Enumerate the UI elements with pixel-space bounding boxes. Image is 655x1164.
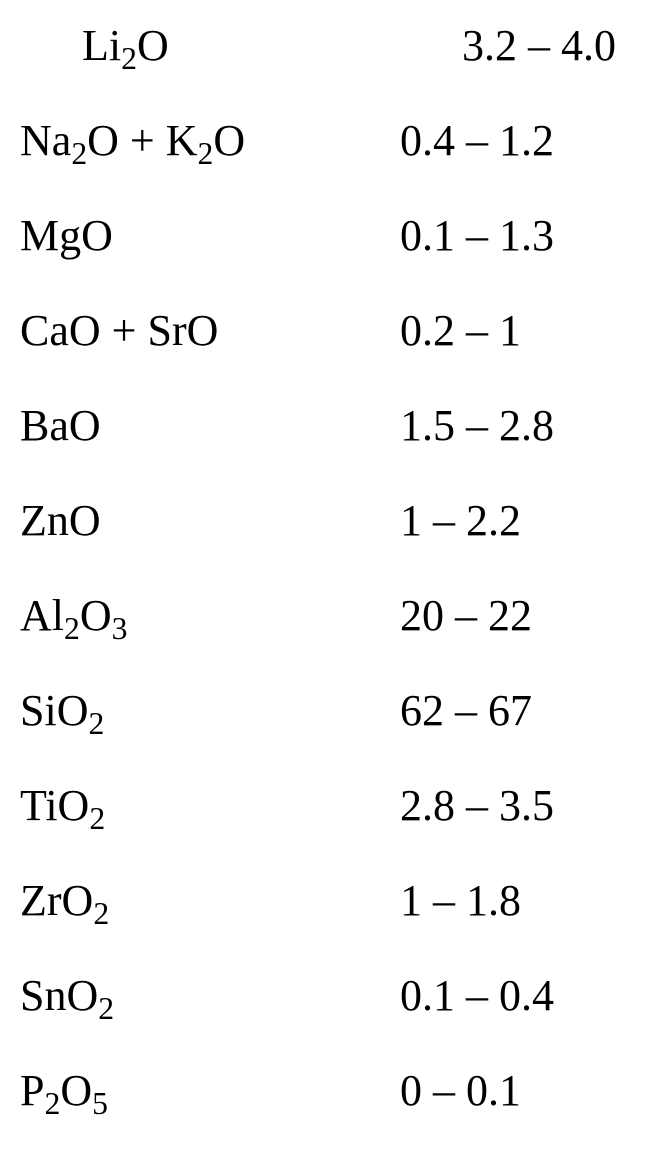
value-range: 62 – 67: [400, 689, 635, 733]
table-row: BaO1.5 – 2.8: [20, 404, 635, 499]
value-range: 0.4 – 1.2: [400, 119, 635, 163]
compound-formula: BaO: [20, 404, 400, 448]
value-range: 1 – 1.8: [400, 879, 635, 923]
table-row: SiO2 62 – 67: [20, 689, 635, 784]
compound-formula: CaO + SrO: [20, 309, 400, 353]
value-range: 0.1 – 0.4: [400, 974, 635, 1018]
table-row: ZrO21 – 1.8: [20, 879, 635, 974]
compound-formula: ZrO2: [20, 879, 400, 923]
compound-formula: ZnO: [20, 499, 400, 543]
value-range: 0.1 – 1.3: [400, 214, 635, 258]
value-range: 0.2 – 1: [400, 309, 635, 353]
compound-formula: P2O5: [20, 1069, 400, 1113]
value-range: 1 – 2.2: [400, 499, 635, 543]
compound-formula: SiO2: [20, 689, 400, 733]
value-range: 0 – 0.1: [400, 1069, 635, 1113]
value-range: 1.5 – 2.8: [400, 404, 635, 448]
table-row: Li2O3.2 – 4.0: [20, 24, 635, 119]
table-row: SnO20.1 – 0.4: [20, 974, 635, 1069]
compound-formula: TiO2: [20, 784, 400, 828]
compound-formula: SnO2: [20, 974, 400, 1018]
value-range: 3.2 – 4.0: [462, 24, 635, 68]
table-row: Na2O + K2O0.4 – 1.2: [20, 119, 635, 214]
table-row: MgO0.1 – 1.3: [20, 214, 635, 309]
composition-table: Li2O3.2 – 4.0Na2O + K2O0.4 – 1.2MgO0.1 –…: [0, 0, 655, 1160]
compound-formula: Li2O: [82, 24, 462, 68]
table-row: ZnO1 – 2.2: [20, 499, 635, 594]
table-row: TiO22.8 – 3.5: [20, 784, 635, 879]
compound-formula: Al2O3: [20, 594, 400, 638]
value-range: 20 – 22: [400, 594, 635, 638]
compound-formula: MgO: [20, 214, 400, 258]
table-row: Al2O3 20 – 22: [20, 594, 635, 689]
table-row: P2O50 – 0.1: [20, 1069, 635, 1164]
table-row: CaO + SrO0.2 – 1: [20, 309, 635, 404]
value-range: 2.8 – 3.5: [400, 784, 635, 828]
compound-formula: Na2O + K2O: [20, 119, 400, 163]
